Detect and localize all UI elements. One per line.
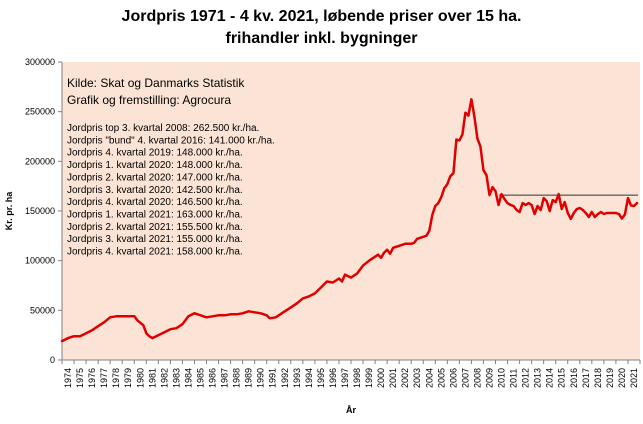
note-line: Jordpris 2. kvartal 2021: 155.500 kr./ha… [67, 222, 243, 233]
x-tick-label: 1980 [135, 368, 145, 388]
x-axis-label: År [346, 405, 356, 415]
note-line: Jordpris 4. kvartal 2020: 146.500 kr./ha… [67, 197, 243, 208]
x-tick-label: 2009 [484, 368, 494, 388]
x-tick-label: 1975 [75, 368, 85, 388]
x-tick-label: 1978 [111, 368, 121, 388]
x-tick-label: 1987 [220, 368, 230, 388]
x-tick-label: 1999 [364, 368, 374, 388]
note-line: Jordpris 2. kvartal 2020: 147.000 kr./ha… [67, 172, 243, 183]
y-axis: 0 50000 100000 150000 200000 250000 300000 [25, 57, 63, 365]
source-line-1: Kilde: Skat og Danmarks Statistik [67, 76, 245, 90]
x-tick-label: 1989 [244, 368, 254, 388]
x-tick-label: 1995 [316, 368, 326, 388]
x-tick-label: 2003 [412, 368, 422, 388]
x-tick-label: 2019 [605, 368, 615, 388]
source-text-group: Kilde: Skat og Danmarks Statistik Grafik… [67, 76, 245, 107]
x-tick-label: 1996 [328, 368, 338, 388]
x-tick-label: 1979 [123, 368, 133, 388]
notes-group: Jordpris top 3. kvartal 2008: 262.500 kr… [67, 123, 275, 258]
y-tick-label: 250000 [25, 107, 55, 117]
y-tick-label: 50000 [30, 305, 55, 315]
x-tick-label: 2021 [629, 368, 639, 388]
x-tick-label: 1977 [99, 368, 109, 388]
x-tick-label: 2005 [436, 368, 446, 388]
x-tick-label: 2016 [569, 368, 579, 388]
note-line: Jordpris 3. kvartal 2021: 155.000 kr./ha… [67, 234, 243, 245]
note-line: Jordpris 3. kvartal 2020: 142.500 kr./ha… [67, 185, 243, 196]
note-line: Jordpris 4. kvartal 2021: 158.000 kr./ha… [67, 247, 243, 258]
x-tick-label: 1982 [159, 368, 169, 388]
x-tick-label: 1997 [340, 368, 350, 388]
x-tick-label: 1985 [195, 368, 205, 388]
x-tick-label: 1988 [232, 368, 242, 388]
x-tick-label: 2012 [521, 368, 531, 388]
x-tick-label: 1986 [208, 368, 218, 388]
note-line: Jordpris "bund" 4. kvartal 2016: 141.000… [67, 135, 275, 146]
chart-title-line-1: Jordpris 1971 - 4 kv. 2021, løbende pris… [121, 8, 522, 25]
source-line-2: Grafik og fremstilling: Agrocura [67, 93, 231, 107]
note-line: Jordpris top 3. kvartal 2008: 262.500 kr… [67, 123, 259, 134]
series-line-0 [60, 98, 639, 343]
x-tick-label: 2013 [533, 368, 543, 388]
x-tick-label: 2008 [472, 368, 482, 388]
x-tick-label: 1981 [147, 368, 157, 388]
y-tick-label: 0 [50, 355, 55, 365]
note-line: Jordpris 4. kvartal 2019: 148.000 kr./ha… [67, 148, 243, 159]
y-tick-label: 300000 [25, 57, 55, 67]
note-line: Jordpris 1. kvartal 2021: 163.000 kr./ha… [67, 209, 243, 220]
x-axis: 1974 1975 1976 1977 1978 1979 1980 1981 1982 1983… [61, 359, 641, 388]
y-tick-label: 100000 [25, 256, 55, 266]
x-tick-label: 1998 [352, 368, 362, 388]
plot-area [62, 62, 640, 360]
x-tick-label: 2001 [388, 368, 398, 388]
chart-title-line-2: frihandler inkl. bygninger [225, 30, 418, 47]
x-tick-label: 2007 [460, 368, 470, 388]
y-tick-label: 150000 [25, 206, 55, 216]
x-tick-label: 2010 [497, 368, 507, 388]
x-tick-label: 2017 [581, 368, 591, 388]
x-tick-label: 1984 [183, 368, 193, 388]
x-tick-label: 1994 [304, 368, 314, 388]
x-tick-label: 2002 [400, 368, 410, 388]
x-tick-label: 2006 [448, 368, 458, 388]
x-tick-label: 2020 [617, 368, 627, 388]
y-axis-label: Kr. pr. ha [4, 191, 14, 231]
x-tick-label: 2004 [424, 368, 434, 388]
x-tick-label: 2011 [509, 369, 519, 388]
x-tick-label: 2000 [376, 368, 386, 388]
x-tick-label: 1974 [63, 368, 73, 388]
note-line: Jordpris 1. kvartal 2020: 148.000 kr./ha… [67, 160, 243, 171]
series-group [60, 98, 639, 343]
x-tick-label: 2014 [545, 368, 555, 388]
x-tick-label: 1990 [256, 368, 266, 388]
x-tick-label: 1991 [268, 368, 278, 388]
x-tick-label: 1976 [87, 368, 97, 388]
x-tick-label: 2015 [557, 368, 567, 388]
x-tick-label: 1992 [280, 368, 290, 388]
chart-title: Jordpris 1971 - 4 kv. 2021, løbende pris… [0, 6, 643, 50]
y-tick-label: 200000 [25, 156, 55, 166]
x-tick-label: 2018 [593, 368, 603, 388]
x-tick-label: 1983 [171, 368, 181, 388]
x-tick-label: 1993 [292, 368, 302, 388]
